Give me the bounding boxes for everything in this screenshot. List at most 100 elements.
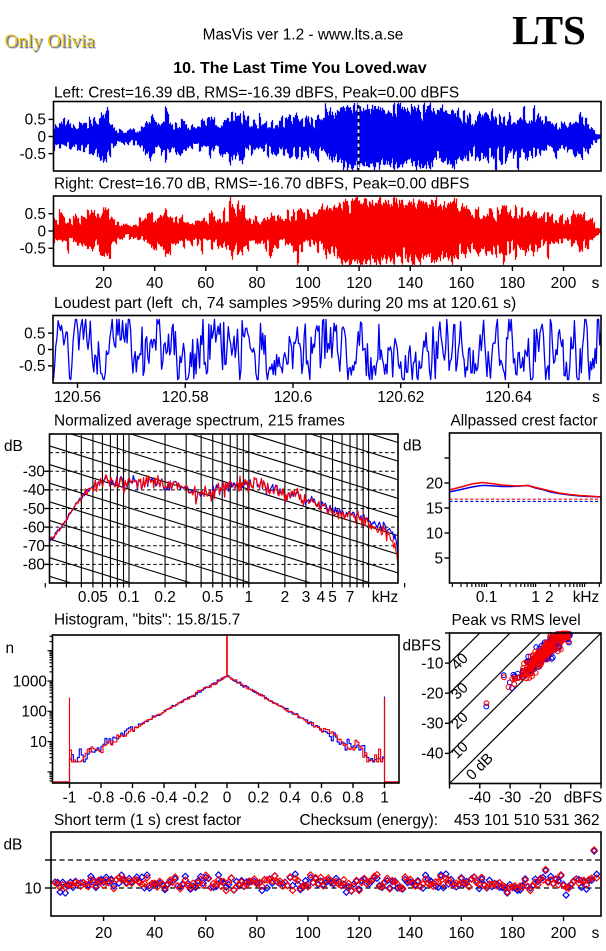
svg-text:MasVis ver 1.2 - www.lts.a.se: MasVis ver 1.2 - www.lts.a.se (203, 27, 404, 44)
svg-text:80: 80 (248, 275, 265, 292)
svg-text:120.62: 120.62 (377, 389, 424, 406)
svg-text:0.5: 0.5 (25, 206, 46, 223)
svg-text:kHz: kHz (372, 589, 399, 606)
svg-text:140: 140 (397, 275, 423, 292)
svg-text:-30: -30 (421, 716, 443, 733)
svg-text:200: 200 (551, 925, 577, 942)
svg-text:100: 100 (295, 925, 321, 942)
svg-text:0.6: 0.6 (311, 790, 332, 807)
svg-text:1000: 1000 (13, 673, 47, 690)
svg-text:40: 40 (146, 925, 163, 942)
svg-text:15: 15 (426, 500, 443, 517)
svg-text:Allpassed crest factor: Allpassed crest factor (451, 413, 598, 430)
svg-text:-0.8: -0.8 (88, 790, 115, 807)
svg-text:2: 2 (545, 589, 554, 606)
svg-text:120.64: 120.64 (485, 389, 533, 406)
svg-text:-0.5: -0.5 (19, 241, 46, 258)
svg-text:1: 1 (245, 589, 254, 606)
svg-text:100: 100 (21, 704, 47, 721)
svg-text:kHz: kHz (573, 589, 600, 606)
svg-text:-50: -50 (23, 501, 45, 518)
svg-text:-40: -40 (23, 482, 45, 499)
svg-text:0.2: 0.2 (248, 790, 269, 807)
svg-text:Only Olivia: Only Olivia (6, 33, 97, 54)
svg-text:dB: dB (403, 438, 422, 455)
svg-text:10: 10 (426, 525, 443, 542)
svg-text:453 101 510 531 362: 453 101 510 531 362 (454, 812, 600, 829)
svg-text:Loudest part (left ch, 74 sam: Loudest part (left ch, 74 samples >95% d… (54, 295, 516, 312)
svg-text:160: 160 (448, 925, 474, 942)
svg-text:-0.2: -0.2 (182, 790, 209, 807)
svg-text:-40: -40 (421, 746, 443, 763)
svg-text:-0.5: -0.5 (19, 146, 46, 163)
svg-text:s: s (592, 389, 600, 406)
svg-text:n: n (6, 640, 15, 657)
svg-text:5: 5 (328, 589, 337, 606)
svg-text:120.56: 120.56 (54, 389, 101, 406)
svg-text:40: 40 (146, 275, 163, 292)
svg-text:2: 2 (281, 589, 290, 606)
svg-text:s: s (592, 275, 600, 292)
svg-text:Histogram, "bits": 15.8/15.7: Histogram, "bits": 15.8/15.7 (54, 612, 240, 629)
svg-text:-20: -20 (421, 686, 443, 703)
svg-text:20: 20 (95, 275, 112, 292)
svg-text:160: 160 (448, 275, 474, 292)
svg-text:0.1: 0.1 (476, 589, 497, 606)
svg-text:0.4: 0.4 (279, 790, 301, 807)
svg-text:-0.5: -0.5 (19, 358, 46, 375)
svg-text:Only Olivia: Only Olivia (6, 32, 97, 53)
svg-text:1: 1 (380, 790, 389, 807)
svg-text:120.58: 120.58 (162, 389, 209, 406)
svg-text:0: 0 (223, 790, 232, 807)
svg-text:20: 20 (95, 925, 112, 942)
svg-text:-0.6: -0.6 (119, 790, 146, 807)
svg-text:-80: -80 (23, 557, 45, 574)
svg-text:-20: -20 (529, 790, 551, 807)
svg-text:dB: dB (4, 837, 23, 854)
svg-text:Left: Crest=16.39 dB, RMS=-16.: Left: Crest=16.39 dB, RMS=-16.39 dBFS, P… (54, 85, 459, 102)
svg-text:60: 60 (197, 275, 214, 292)
svg-text:Normalized average spectrum, 2: Normalized average spectrum, 215 frames (54, 413, 345, 430)
svg-text:Right: Crest=16.70 dB, RMS=-16: Right: Crest=16.70 dB, RMS=-16.70 dBFS, … (54, 176, 469, 193)
svg-text:0: 0 (37, 129, 46, 146)
svg-text:dB: dB (4, 438, 23, 455)
svg-text:-70: -70 (23, 538, 45, 555)
svg-text:7: 7 (346, 589, 355, 606)
svg-text:180: 180 (500, 275, 526, 292)
svg-text:0.5: 0.5 (25, 112, 46, 129)
svg-text:80: 80 (248, 925, 265, 942)
svg-text:120.6: 120.6 (274, 389, 313, 406)
svg-text:Only Olivia: Only Olivia (5, 31, 96, 52)
svg-text:LTS: LTS (512, 7, 586, 53)
svg-text:0.5: 0.5 (24, 325, 45, 342)
svg-text:10. The Last Time You Loved.wa: 10. The Last Time You Loved.wav (173, 60, 427, 77)
svg-text:10: 10 (30, 734, 47, 751)
svg-text:Checksum (energy):: Checksum (energy): (300, 812, 439, 829)
svg-text:Short term (1 s) crest factor: Short term (1 s) crest factor (54, 812, 241, 829)
svg-text:0: 0 (37, 223, 46, 240)
svg-text:0: 0 (37, 342, 46, 359)
svg-text:120: 120 (346, 275, 372, 292)
svg-text:dBFS: dBFS (564, 790, 603, 807)
svg-text:-60: -60 (23, 519, 45, 536)
svg-text:0.05: 0.05 (78, 589, 108, 606)
svg-text:s: s (592, 925, 600, 942)
svg-text:0.5: 0.5 (202, 589, 223, 606)
svg-text:10: 10 (24, 880, 41, 897)
svg-text:1: 1 (531, 589, 540, 606)
svg-text:180: 180 (500, 925, 526, 942)
svg-text:Peak vs RMS level: Peak vs RMS level (452, 612, 581, 629)
svg-text:3: 3 (302, 589, 311, 606)
svg-text:60: 60 (197, 925, 214, 942)
svg-text:5: 5 (434, 550, 443, 567)
svg-text:-40: -40 (469, 790, 491, 807)
svg-text:-10: -10 (421, 655, 443, 672)
svg-text:-0.4: -0.4 (151, 790, 178, 807)
svg-text:120: 120 (346, 925, 372, 942)
svg-text:140: 140 (397, 925, 423, 942)
svg-text:dBFS: dBFS (403, 638, 442, 655)
svg-text:4: 4 (317, 589, 326, 606)
svg-text:-30: -30 (499, 790, 521, 807)
svg-text:0.2: 0.2 (154, 589, 175, 606)
svg-text:200: 200 (551, 275, 577, 292)
